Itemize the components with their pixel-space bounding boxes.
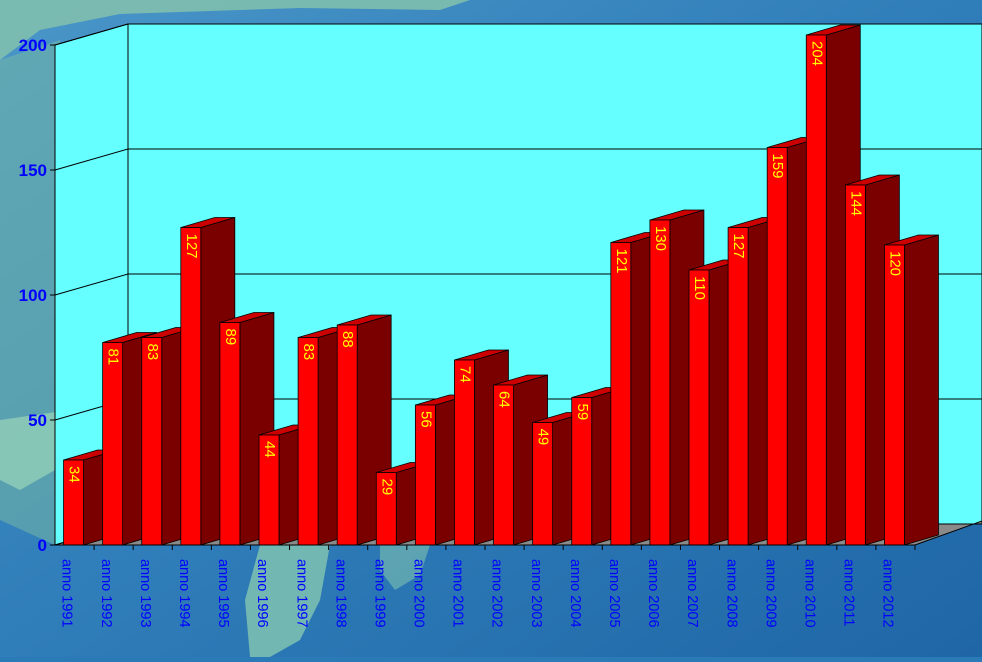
bars bbox=[63, 24, 939, 546]
x-tick-label: anno 1994 bbox=[176, 559, 192, 628]
x-tick-label: anno 1993 bbox=[137, 559, 153, 628]
bar-value-label: 120 bbox=[886, 251, 903, 276]
x-tick-label: anno 1999 bbox=[371, 559, 387, 628]
x-tick-label: anno 2000 bbox=[411, 559, 427, 628]
x-tick-label: anno 2002 bbox=[489, 559, 505, 628]
bar-front bbox=[805, 34, 827, 546]
bar-value-label: 127 bbox=[183, 234, 200, 259]
x-tick-label: anno 2008 bbox=[723, 559, 739, 628]
bar-value-label: 64 bbox=[496, 391, 513, 408]
x-tick-label: anno 2011 bbox=[841, 559, 857, 626]
bar-value-label: 44 bbox=[261, 441, 278, 458]
y-tick-label: 100 bbox=[19, 286, 47, 305]
bar-value-label: 89 bbox=[222, 329, 239, 346]
x-tick-label: anno 1996 bbox=[254, 559, 270, 628]
bar bbox=[805, 24, 861, 546]
bar-value-label: 204 bbox=[808, 41, 825, 66]
y-tick-label: 0 bbox=[38, 536, 47, 555]
x-tick-label: anno 2001 bbox=[450, 559, 466, 628]
bar-value-label: 127 bbox=[730, 234, 747, 259]
x-tick-label: anno 1997 bbox=[293, 559, 309, 628]
bar-value-label: 130 bbox=[652, 226, 669, 251]
x-tick-label: anno 2006 bbox=[645, 559, 661, 628]
bar-front bbox=[688, 269, 710, 546]
bar-front bbox=[649, 219, 671, 546]
x-tick-label: anno 2004 bbox=[567, 559, 583, 628]
bar-front bbox=[844, 184, 866, 546]
x-tick-label: anno 1992 bbox=[98, 559, 114, 628]
x-axis: anno 1991 anno 1992 anno 1993 anno 1994 anno… bbox=[55, 544, 916, 628]
x-tick-label: anno 2009 bbox=[762, 559, 778, 628]
bar-front bbox=[102, 342, 124, 546]
x-tick-label: anno 2007 bbox=[684, 559, 700, 628]
bar-value-label: 83 bbox=[300, 344, 317, 361]
bar-value-label: 49 bbox=[535, 429, 552, 446]
bar-front bbox=[180, 227, 202, 546]
bar-value-label: 81 bbox=[105, 349, 122, 366]
bar-front bbox=[454, 359, 475, 546]
x-tick-label: anno 2003 bbox=[528, 559, 544, 628]
gridline bbox=[54, 23, 982, 46]
bar-value-label: 121 bbox=[613, 249, 630, 274]
bar-value-label: 110 bbox=[691, 276, 708, 300]
bar-front bbox=[766, 147, 788, 546]
x-tick-label: anno 2010 bbox=[801, 559, 817, 628]
x-tick-label: anno 2005 bbox=[606, 559, 622, 628]
bar-front bbox=[493, 384, 514, 546]
x-tick-label: anno 1995 bbox=[215, 559, 231, 628]
bar bbox=[884, 234, 939, 546]
bar-front bbox=[141, 337, 163, 546]
bar-front bbox=[727, 227, 749, 546]
gridline bbox=[54, 148, 982, 171]
bar-front bbox=[884, 244, 905, 546]
bar-value-label: 159 bbox=[769, 154, 786, 179]
y-tick-label: 50 bbox=[28, 411, 47, 430]
bar-value-label: 29 bbox=[378, 479, 395, 496]
y-tick-label: 150 bbox=[19, 161, 47, 180]
bar-side bbox=[904, 234, 939, 546]
bar-front bbox=[610, 242, 632, 546]
bar-value-label: 83 bbox=[144, 344, 161, 361]
bar-value-label: 34 bbox=[66, 466, 83, 483]
bar-value-label: 88 bbox=[339, 331, 356, 348]
y-tick-label: 200 bbox=[19, 36, 47, 55]
bar-front bbox=[297, 337, 319, 546]
x-tick-label: anno 1998 bbox=[332, 559, 348, 628]
bar-front bbox=[336, 324, 358, 546]
bar-value-label: 144 bbox=[847, 191, 864, 216]
bar-value-label: 56 bbox=[417, 411, 434, 428]
bar-front bbox=[219, 322, 241, 546]
bar-value-label: 74 bbox=[456, 366, 473, 383]
x-tick-label: anno 1991 bbox=[59, 559, 75, 628]
x-tick-label: anno 2012 bbox=[880, 559, 896, 628]
bar-value-label: 59 bbox=[574, 404, 591, 421]
